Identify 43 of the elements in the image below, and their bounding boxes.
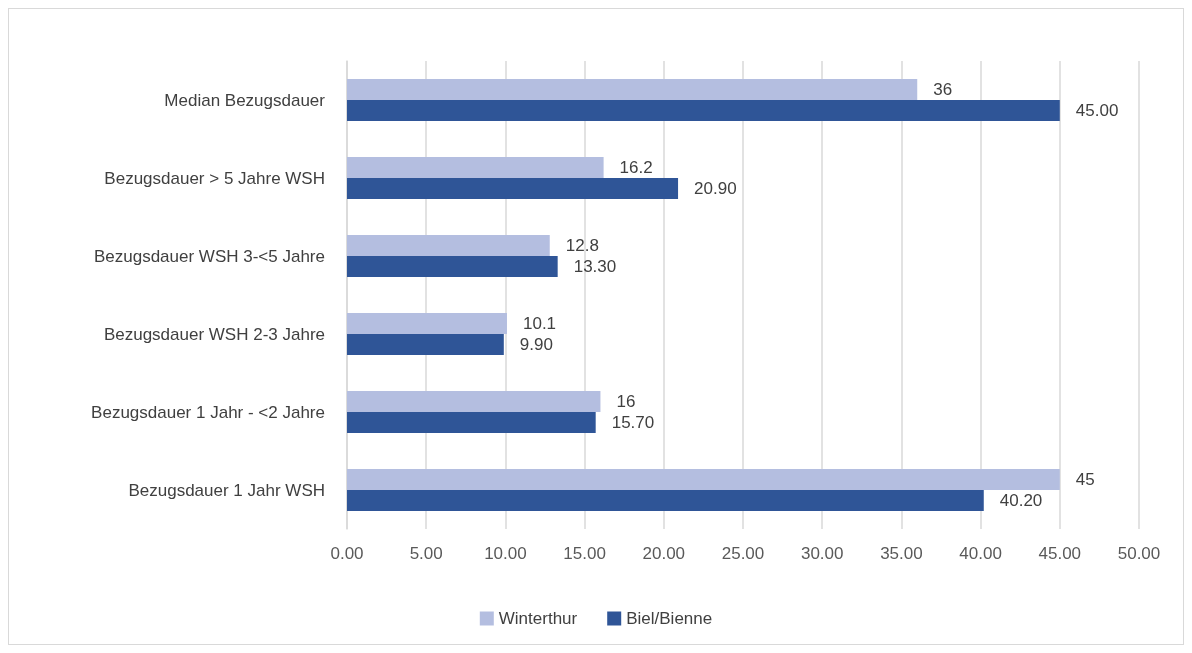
- bar: [347, 490, 984, 511]
- legend-label: Biel/Bienne: [626, 609, 713, 628]
- y-tick-label: Bezugsdauer > 5 Jahre WSH: [104, 168, 325, 188]
- x-tick-label: 45.00: [1038, 544, 1082, 563]
- data-label: 45: [1075, 470, 1095, 489]
- data-label: 9.90: [519, 335, 553, 354]
- bar: [347, 100, 1060, 121]
- y-tick-label: Bezugsdauer WSH 2-3 Jahre: [103, 324, 325, 344]
- bar: [347, 79, 918, 100]
- data-label: 16.2: [619, 158, 653, 177]
- bar: [347, 334, 504, 355]
- x-tick-label: 15.00: [563, 544, 606, 563]
- data-label: 10.1: [522, 314, 557, 333]
- x-tick-label: 25.00: [721, 544, 765, 563]
- y-tick-label: Median Bezugsdauer: [164, 90, 326, 110]
- legend-label: Winterthur: [498, 609, 578, 628]
- bar: [347, 313, 507, 334]
- x-tick-label: 40.00: [959, 544, 1002, 563]
- y-tick-label: Bezugsdauer WSH 3-<5 Jahre: [93, 246, 325, 266]
- x-tick-label: 50.00: [1117, 544, 1161, 563]
- bar: [347, 157, 604, 178]
- bar: [347, 412, 596, 433]
- data-label: 15.70: [611, 413, 655, 432]
- x-tick-label: 35.00: [880, 544, 923, 563]
- x-tick-label: 5.00: [409, 544, 443, 563]
- data-label: 45.00: [1075, 101, 1119, 120]
- bar: [347, 469, 1060, 490]
- bar: [347, 178, 679, 199]
- data-label: 16: [616, 392, 636, 411]
- bar: [347, 235, 550, 256]
- bar: [347, 391, 601, 412]
- data-label: 20.90: [694, 179, 737, 198]
- y-tick-label: Bezugsdauer 1 Jahr - <2 Jahre: [91, 402, 325, 422]
- y-tick-label: Bezugsdauer 1 Jahr WSH: [128, 480, 325, 500]
- data-label: 12.8: [565, 236, 599, 255]
- x-tick-label: 10.00: [484, 544, 527, 563]
- bar: [347, 256, 558, 277]
- x-tick-label: 30.00: [800, 544, 844, 563]
- data-label: 40.20: [999, 491, 1043, 510]
- x-tick-label: 20.00: [642, 544, 686, 563]
- data-label: 36: [933, 80, 953, 99]
- data-label: 13.30: [573, 257, 617, 276]
- x-tick-label: 0.00: [330, 544, 364, 563]
